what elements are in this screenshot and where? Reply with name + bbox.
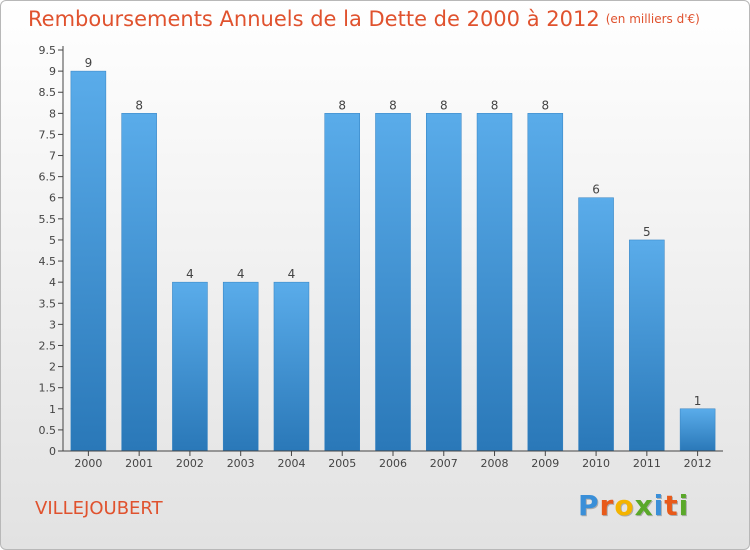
y-tick-label: 4 [49, 276, 56, 289]
bar-value-label: 5 [643, 225, 651, 239]
logo-letter: r [599, 489, 615, 522]
x-tick-label: 2007 [430, 457, 458, 470]
x-tick-label: 2000 [74, 457, 102, 470]
bar [273, 281, 310, 452]
x-tick-label: 2012 [684, 457, 712, 470]
location-name: VILLEJOUBERT [35, 498, 163, 519]
bar-value-label: 8 [440, 98, 448, 112]
bar-value-label: 8 [491, 98, 499, 112]
y-tick-label: 7 [49, 150, 56, 163]
bar-value-label: 8 [338, 98, 346, 112]
bar [121, 113, 157, 452]
bar-value-label: 9 [85, 56, 93, 70]
y-tick-label: 1.5 [39, 382, 57, 395]
bar [629, 239, 665, 452]
x-tick-label: 2003 [227, 457, 255, 470]
bar [324, 113, 360, 452]
bar [70, 70, 107, 452]
x-tick-label: 2005 [328, 457, 356, 470]
bars: 9 8 4 4 4 8 8 8 8 8 6 5 1 [70, 56, 716, 452]
x-tick-label: 2011 [633, 457, 661, 470]
x-tick-label: 2010 [582, 457, 610, 470]
logo-letter: i [653, 489, 665, 522]
y-tick-label: 2.5 [39, 339, 57, 352]
y-tick-label: 0 [49, 445, 56, 458]
bar [375, 113, 411, 452]
y-tick-label: 8 [49, 107, 56, 120]
x-tick-label: 2001 [125, 457, 153, 470]
y-tick-label: 5 [49, 234, 56, 247]
bar-value-label: 1 [694, 394, 702, 408]
bar-value-label: 4 [237, 267, 245, 281]
bar [426, 113, 462, 452]
bar-value-label: 8 [389, 98, 397, 112]
bar-value-label: 8 [135, 98, 143, 112]
y-tick-label: 0.5 [39, 424, 57, 437]
y-tick-label: 5.5 [39, 213, 57, 226]
bar [222, 281, 259, 452]
y-tick-label: 3.5 [39, 297, 57, 310]
proxiti-logo: Proxiti [578, 489, 689, 522]
y-tick-label: 9.5 [39, 44, 57, 57]
bar-value-label: 4 [186, 267, 194, 281]
logo-letter: t [664, 489, 679, 522]
bar [476, 113, 513, 452]
x-tick-label: 2006 [379, 457, 407, 470]
x-tick-label: 2008 [481, 457, 509, 470]
y-tick-label: 1 [49, 403, 56, 416]
y-tick-label: 6 [49, 192, 56, 205]
bar-value-label: 6 [592, 183, 600, 197]
y-tick-label: 2 [49, 361, 56, 374]
x-axis: 2000 2001 2002 2003 2004 2005 2006 2007 2008 2009… [63, 450, 723, 470]
bar-value-label: 8 [541, 98, 549, 112]
y-tick-label: 3 [49, 318, 56, 331]
y-axis: 0 0.5 1 1.5 2 2.5 3 3.5 4 4.5 5 5.5 6 6.5 7 7.5 8 8.5 9 9.5 [39, 44, 64, 458]
logo-letter: i [678, 489, 690, 522]
bar [527, 113, 564, 452]
x-tick-label: 2009 [531, 457, 559, 470]
bar [578, 197, 614, 452]
logo-letter: x [634, 489, 654, 522]
chart-title-text: Remboursements Annuels de la Dette de 20… [28, 7, 600, 31]
y-tick-label: 6.5 [39, 171, 57, 184]
bar [172, 281, 208, 452]
bar [679, 408, 716, 452]
logo-letter: P [578, 489, 600, 522]
x-tick-label: 2004 [277, 457, 305, 470]
y-tick-label: 7.5 [39, 128, 57, 141]
logo-letter: o [614, 489, 635, 522]
chart-title: Remboursements Annuels de la Dette de 20… [28, 7, 700, 31]
y-tick-label: 9 [49, 65, 56, 78]
x-tick-label: 2002 [176, 457, 204, 470]
chart-subtitle: (en milliers d'€) [605, 12, 700, 26]
y-tick-label: 8.5 [39, 86, 57, 99]
bar-value-label: 4 [288, 267, 296, 281]
y-tick-label: 4.5 [39, 255, 57, 268]
